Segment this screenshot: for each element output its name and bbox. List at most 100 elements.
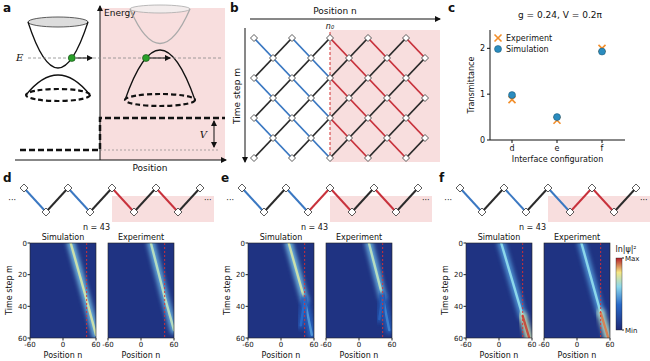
band-top <box>130 5 190 13</box>
x-tick-label: 0 <box>61 341 65 349</box>
lattice-link <box>406 138 425 158</box>
beam-glow <box>523 316 530 338</box>
x-tick-label: 60 <box>310 341 319 349</box>
beam-splitter <box>308 135 315 142</box>
lattice-link <box>311 118 330 138</box>
y-tick <box>464 306 467 307</box>
lattice-link <box>254 58 273 78</box>
y-tick-label: 60 <box>454 335 463 343</box>
heatmap <box>326 243 392 338</box>
potential-reference <box>100 150 220 151</box>
heatmap-frame <box>248 243 314 338</box>
beam-splitter <box>308 55 315 62</box>
panel-b: bPosition nn₀Time step m <box>230 1 440 162</box>
chain-link <box>264 188 286 212</box>
beam-splitter <box>270 95 277 102</box>
region-shade <box>548 196 650 222</box>
beam-splitter <box>282 184 290 192</box>
lattice-link <box>349 58 368 78</box>
interface-label: n = 43 <box>301 223 328 232</box>
heatmap-title: Experiment <box>336 233 382 242</box>
position-axis <box>250 19 440 20</box>
lattice-link <box>330 78 349 98</box>
lattice-link <box>349 138 368 158</box>
panel-label: a <box>3 1 11 15</box>
beam <box>71 243 96 335</box>
beam-glow <box>151 243 174 330</box>
heatmap-frame <box>30 243 96 338</box>
beam-splitter <box>304 208 312 216</box>
beam-splitter <box>403 155 410 162</box>
panel-d: d······n = 43Simulation-60060Position n0… <box>3 171 214 360</box>
y-tick <box>246 306 249 307</box>
chain-link <box>308 188 330 212</box>
beam-splitter <box>174 208 182 216</box>
lattice-link <box>273 98 292 118</box>
y-tick-label: 0 <box>480 136 485 145</box>
x-tick-label: -60 <box>102 341 113 349</box>
y-tick-label: 1 <box>480 90 485 99</box>
beam <box>301 300 305 325</box>
lattice-link <box>330 38 349 58</box>
colorbar-tick-label: Min <box>625 327 637 335</box>
panel-label: c <box>448 1 455 15</box>
lattice-link <box>311 98 330 118</box>
chain-link <box>178 188 200 212</box>
beam-splitter <box>327 155 334 162</box>
axis-title: Time step m <box>232 68 242 125</box>
lattice-link <box>273 38 292 58</box>
axis-title: Position n <box>558 351 597 360</box>
lattice-link <box>254 118 273 138</box>
interface-line <box>164 243 165 338</box>
y-tick <box>487 140 490 141</box>
lattice-link <box>387 138 406 158</box>
lattice-link <box>330 118 349 138</box>
chain-link <box>352 188 374 212</box>
x-tick-label: 60 <box>528 341 537 349</box>
chain-link <box>592 188 614 212</box>
x-tick <box>512 140 513 143</box>
beam-splitter <box>500 184 508 192</box>
heatmap-background <box>30 243 96 338</box>
interface-line <box>86 243 87 338</box>
beam-glow <box>581 243 600 313</box>
lattice-link <box>368 78 387 98</box>
ellipsis: ··· <box>640 196 648 205</box>
lattice-link <box>254 38 273 58</box>
y-tick-label: 40 <box>18 303 27 311</box>
heatmap-title: Simulation <box>42 233 85 242</box>
x-tick-label: 0 <box>279 341 283 349</box>
y-tick-label: 40 <box>454 303 463 311</box>
beam-splitter <box>308 95 315 102</box>
plot-marks <box>509 45 606 124</box>
legend: ExperimentSimulation <box>495 34 553 54</box>
axis-title: Time step m <box>223 265 232 316</box>
chain-link <box>134 188 156 212</box>
lattice-link <box>387 78 406 98</box>
axis-title: Position <box>132 163 167 173</box>
panel-label: b <box>230 1 239 15</box>
x-tick-label: 60 <box>92 341 101 349</box>
beam <box>289 243 305 300</box>
marker-stroke <box>495 35 502 42</box>
beam-splitter <box>403 115 410 122</box>
beam-splitter <box>365 35 372 42</box>
beam <box>379 297 382 319</box>
heatmap-frame <box>326 243 392 338</box>
beam-splitter <box>270 135 277 142</box>
marker-dot <box>599 48 606 55</box>
chain-link <box>90 188 112 212</box>
beam-splitter <box>422 95 429 102</box>
beam-splitter <box>370 184 378 192</box>
marker-dot <box>495 46 502 53</box>
y-tick <box>487 48 490 49</box>
y-tick <box>28 306 31 307</box>
lattice-link <box>387 58 406 78</box>
beam-splitter <box>522 208 530 216</box>
axis-title: Position n <box>340 351 379 360</box>
beam-splitter <box>346 135 353 142</box>
heatmap-background <box>326 243 392 338</box>
heatmap-frame <box>466 243 532 338</box>
x-tick-label: 0 <box>497 341 501 349</box>
marker-stroke <box>495 35 502 42</box>
